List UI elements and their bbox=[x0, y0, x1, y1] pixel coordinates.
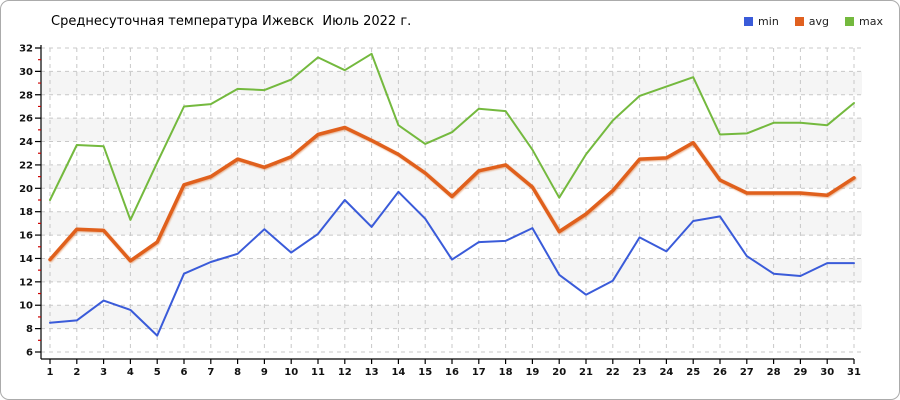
legend-item-avg[interactable]: avg bbox=[794, 15, 830, 28]
y-axis-tick-label: 24 bbox=[19, 137, 33, 148]
x-axis-tick-label: 19 bbox=[525, 367, 539, 378]
x-axis-tick-label: 26 bbox=[713, 367, 727, 378]
x-axis-tick-label: 28 bbox=[767, 367, 781, 378]
x-axis-tick-label: 31 bbox=[847, 367, 861, 378]
x-axis-tick-label: 9 bbox=[261, 367, 268, 378]
x-axis-tick-label: 22 bbox=[606, 367, 620, 378]
x-axis-tick-label: 11 bbox=[311, 367, 325, 378]
legend-item-max[interactable]: max bbox=[845, 15, 883, 28]
x-axis-tick-label: 5 bbox=[154, 367, 161, 378]
legend-swatch-icon-max bbox=[845, 17, 855, 26]
chart-legend: min avg max bbox=[744, 15, 883, 28]
x-axis-tick-label: 25 bbox=[686, 367, 700, 378]
series-line-avg bbox=[48, 125, 856, 263]
x-axis-tick-label: 10 bbox=[284, 367, 298, 378]
x-axis-tick-label: 21 bbox=[579, 367, 593, 378]
x-axis-tick-label: 2 bbox=[73, 367, 80, 378]
legend-item-min[interactable]: min bbox=[744, 15, 779, 28]
y-axis-tick-label: 16 bbox=[19, 231, 33, 242]
chart-title: Среднесуточная температура Ижевск Июль 2… bbox=[51, 14, 412, 29]
x-axis-tick-label: 24 bbox=[659, 367, 673, 378]
x-axis-tick-label: 4 bbox=[127, 367, 134, 378]
x-axis-tick-label: 30 bbox=[820, 367, 834, 378]
x-axis-tick-label: 12 bbox=[338, 367, 352, 378]
x-axis-tick-label: 23 bbox=[633, 367, 647, 378]
legend-swatch-icon-min bbox=[744, 17, 754, 26]
y-axis-tick-label: 28 bbox=[19, 90, 33, 101]
x-axis-tick-label: 13 bbox=[365, 367, 379, 378]
legend-label-avg: avg bbox=[808, 15, 830, 28]
series-line-max bbox=[49, 52, 855, 221]
legend-label-max: max bbox=[859, 15, 883, 28]
y-axis-tick-label: 22 bbox=[19, 160, 33, 171]
x-axis-tick-label: 8 bbox=[234, 367, 241, 378]
series-line-min bbox=[49, 190, 855, 337]
legend-swatch-icon-avg bbox=[794, 17, 804, 26]
y-axis-tick-label: 6 bbox=[26, 348, 33, 359]
x-axis-tick-label: 15 bbox=[418, 367, 432, 378]
plot-band bbox=[41, 305, 862, 329]
x-axis-tick-label: 1 bbox=[47, 367, 54, 378]
y-axis-tick-label: 20 bbox=[19, 184, 33, 195]
y-axis-tick-label: 30 bbox=[19, 67, 33, 78]
plot-band bbox=[41, 211, 862, 236]
legend-label-min: min bbox=[758, 15, 779, 28]
plot-band bbox=[41, 258, 862, 282]
x-axis-tick-label: 14 bbox=[391, 367, 405, 378]
x-axis-tick-label: 3 bbox=[100, 367, 107, 378]
y-axis-tick-label: 12 bbox=[19, 277, 33, 288]
x-axis-tick-label: 20 bbox=[552, 367, 566, 378]
y-axis-tick-label: 18 bbox=[19, 207, 33, 218]
y-axis-tick-label: 8 bbox=[26, 324, 33, 335]
y-axis-tick-label: 26 bbox=[19, 114, 33, 125]
y-axis-tick-label: 32 bbox=[19, 44, 33, 55]
x-axis-tick-label: 29 bbox=[793, 367, 807, 378]
x-axis-tick-label: 6 bbox=[181, 367, 188, 378]
x-axis-tick-label: 7 bbox=[207, 367, 214, 378]
x-axis-tick-label: 27 bbox=[740, 367, 754, 378]
y-axis-tick-label: 10 bbox=[19, 301, 33, 312]
x-axis-tick-label: 16 bbox=[445, 367, 459, 378]
x-axis-tick-label: 18 bbox=[499, 367, 513, 378]
x-axis-tick-label: 17 bbox=[472, 367, 486, 378]
y-axis-tick-label: 14 bbox=[19, 254, 33, 265]
